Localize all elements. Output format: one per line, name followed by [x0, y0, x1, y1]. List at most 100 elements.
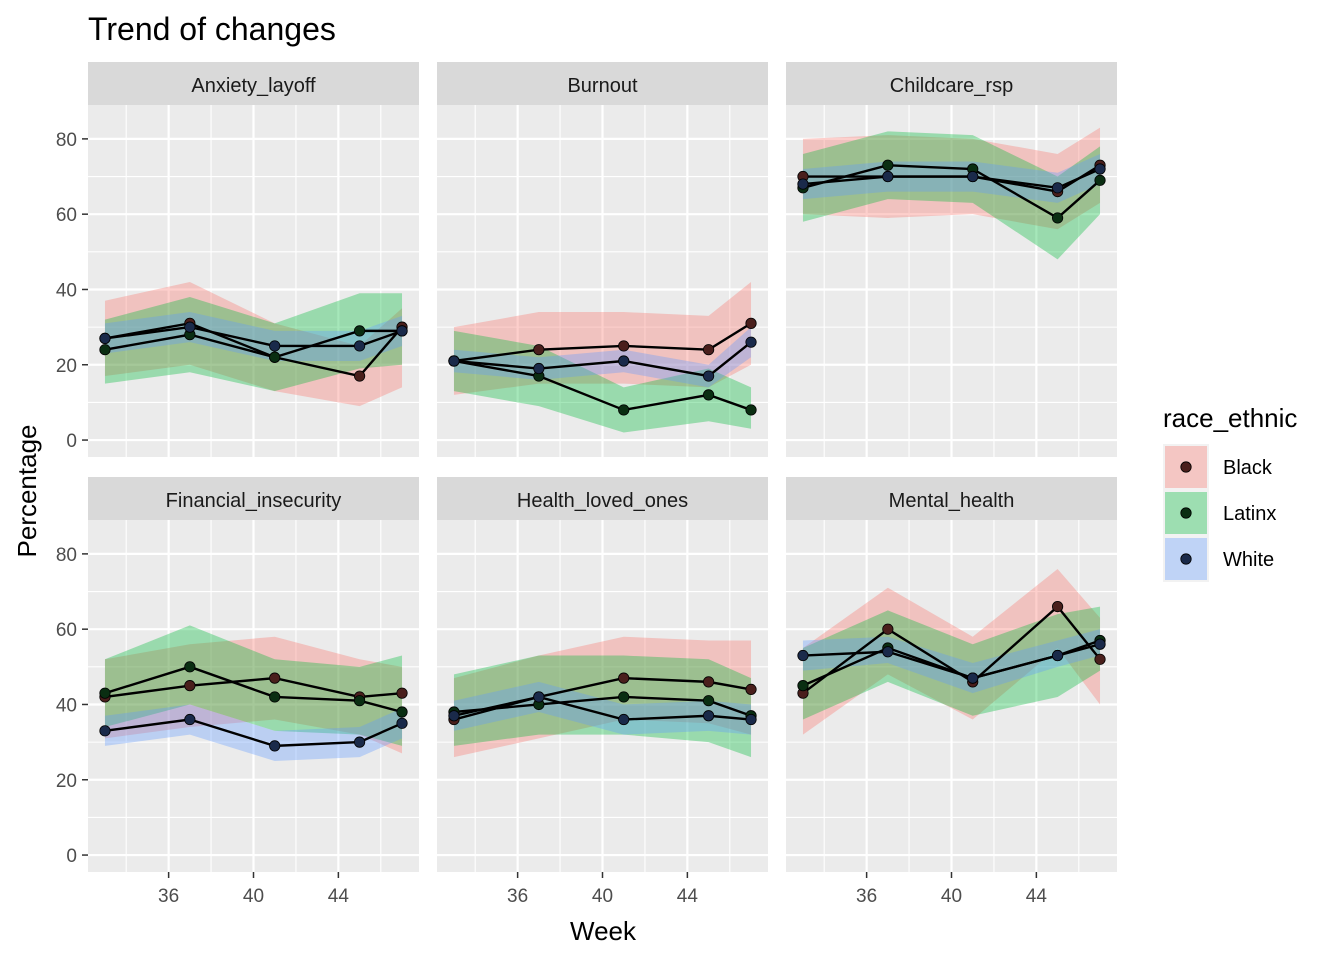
legend-key-point	[1180, 553, 1192, 565]
data-point-white	[533, 691, 545, 703]
ribbon-black	[104, 281, 403, 407]
data-point-latinx	[702, 389, 715, 401]
ribbon-white	[802, 153, 1101, 203]
facet-panel-burnout: Burnout	[437, 62, 768, 457]
y-tick-label: 60	[56, 205, 77, 226]
ribbon-latinx	[104, 625, 403, 746]
legend-item-white: White	[1163, 536, 1274, 582]
ribbon-latinx	[802, 131, 1101, 260]
data-point-white	[353, 736, 366, 748]
y-tick-label: 80	[56, 545, 77, 566]
data-point-white	[702, 370, 715, 382]
panel-data	[448, 281, 757, 433]
data-point-white	[967, 672, 979, 684]
data-point-white	[745, 336, 757, 348]
x-axis-title: Week	[570, 916, 637, 946]
data-point-latinx	[797, 680, 809, 692]
facet-strip	[88, 477, 419, 520]
facet-strip-label: Financial_insecurity	[166, 490, 342, 512]
data-point-black	[1051, 600, 1064, 613]
data-point-white	[353, 340, 366, 352]
data-point-latinx	[396, 706, 408, 718]
ribbon-white	[453, 327, 752, 388]
y-tick-label: 40	[56, 280, 77, 301]
data-point-black	[618, 672, 630, 684]
ribbon-white	[453, 681, 752, 735]
data-point-black	[396, 687, 408, 699]
data-point-latinx	[353, 325, 366, 337]
chart-title: Trend of changes	[88, 11, 336, 47]
data-point-latinx	[99, 687, 111, 699]
facet-strip-label: Health_loved_ones	[517, 490, 688, 512]
data-point-latinx	[618, 404, 630, 416]
data-point-black	[882, 623, 894, 635]
data-point-white	[184, 321, 196, 333]
facet-panel-childcare-rsp: Childcare_rsp	[786, 62, 1117, 457]
panel-data	[797, 568, 1106, 735]
facets-layer: Anxiety_layoff 0 20 40 60 80 Burnout Childcare_…	[56, 62, 1117, 907]
data-point-latinx	[99, 344, 111, 356]
y-tick-label: 80	[56, 130, 77, 151]
facet-panel-anxiety-layoff: Anxiety_layoff 0 20 40 60 80	[56, 62, 419, 457]
legend-key-point	[1180, 461, 1192, 473]
legend-key-point	[1180, 507, 1192, 519]
data-point-black	[269, 672, 281, 684]
legend-title: race_ethnic	[1163, 403, 1297, 433]
facet-strip	[786, 62, 1117, 105]
ribbon-black	[104, 636, 403, 754]
data-point-latinx	[618, 691, 630, 703]
ribbon-white	[104, 704, 403, 761]
x-tick-label: 44	[328, 886, 350, 907]
data-point-white	[269, 740, 281, 752]
data-point-white	[1051, 182, 1064, 194]
data-point-white	[745, 713, 757, 726]
facet-strip	[437, 477, 768, 520]
x-tick-label: 44	[677, 886, 699, 907]
facet-panel-mental-health: Mental_health 36 40 44	[786, 477, 1117, 907]
x-tick-label: 36	[158, 886, 179, 907]
y-tick-label: 20	[56, 771, 77, 792]
data-point-black	[353, 370, 366, 382]
y-tick-label: 0	[66, 846, 77, 867]
x-tick-label: 44	[1026, 886, 1048, 907]
y-axis-title: Percentage	[12, 425, 42, 558]
data-point-latinx	[184, 661, 196, 673]
data-point-white	[882, 646, 894, 658]
panel-data	[99, 281, 408, 407]
legend-label: Latinx	[1223, 503, 1276, 525]
data-point-white	[448, 710, 460, 722]
ribbon-latinx	[453, 330, 752, 433]
data-point-white	[797, 178, 809, 190]
data-point-white	[396, 717, 408, 729]
data-point-white	[702, 710, 715, 722]
y-tick-label: 0	[66, 431, 77, 452]
facet-strip-label: Burnout	[567, 75, 637, 97]
data-point-latinx	[745, 404, 757, 416]
x-tick-label: 36	[507, 886, 528, 907]
data-point-white	[797, 649, 809, 662]
data-point-black	[745, 317, 757, 329]
data-point-white	[1051, 649, 1064, 662]
data-point-black	[184, 680, 196, 692]
data-point-white	[184, 713, 196, 726]
x-tick-label: 40	[592, 886, 613, 907]
data-point-latinx	[702, 695, 715, 707]
facet-panel-health-loved-ones: Health_loved_ones 36 40 44	[437, 477, 768, 907]
data-point-black	[702, 676, 715, 688]
data-point-white	[269, 340, 281, 352]
panel-data	[448, 636, 757, 758]
y-tick-label: 60	[56, 620, 77, 641]
facet-strip	[437, 62, 768, 105]
facet-strip	[786, 477, 1117, 520]
data-point-latinx	[882, 159, 894, 171]
data-point-black	[1094, 653, 1106, 665]
facet-panel-financial-insecurity: Financial_insecurity 0 20 40 60 80 36 40 44	[56, 477, 419, 907]
legend-label: White	[1223, 549, 1274, 571]
data-point-white	[967, 170, 979, 183]
data-point-latinx	[1094, 174, 1106, 186]
data-point-white	[618, 713, 630, 726]
legend-label: Black	[1223, 457, 1273, 479]
data-point-white	[1094, 638, 1106, 650]
